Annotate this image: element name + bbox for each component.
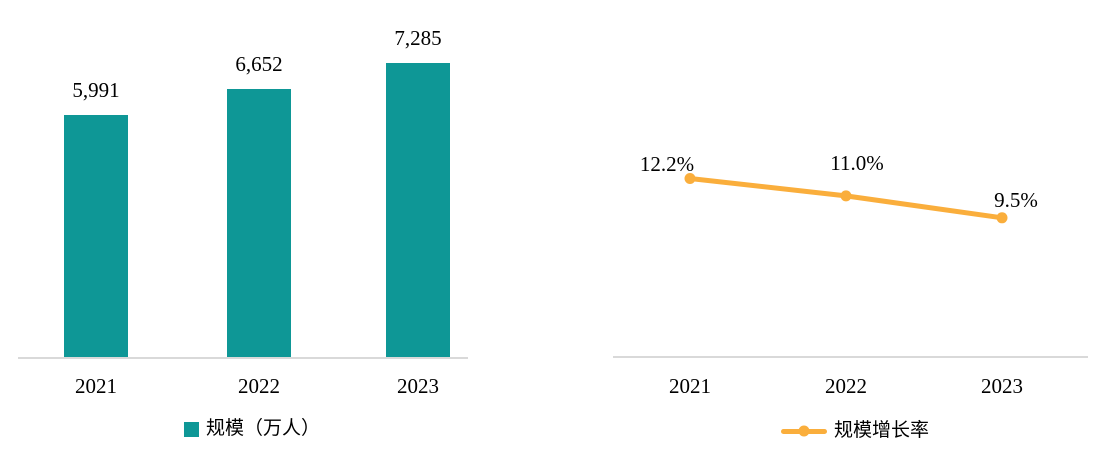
x-axis-label-2023: 2023 xyxy=(981,374,1023,398)
line-value-label: 9.5% xyxy=(994,187,1038,212)
bar-chart-legend: 规模（万人） xyxy=(183,417,321,441)
bar-value-label: 6,652 xyxy=(235,52,283,76)
line-value-label: 12.2% xyxy=(639,152,695,177)
bar-chart-scale: 5,991 6,652 7,285 2021 2022 2023 规模（万人） xyxy=(18,26,468,441)
data-point-marker-2021 xyxy=(684,173,696,184)
bar-value-label: 7,285 xyxy=(394,26,442,50)
line-chart-series xyxy=(684,173,1008,224)
data-point-marker-2023 xyxy=(996,212,1008,224)
legend-line-marker-icon xyxy=(780,425,827,437)
data-point-marker-2022 xyxy=(840,190,852,202)
x-axis-label-2021: 2021 xyxy=(669,374,711,398)
x-axis-label-2022: 2022 xyxy=(238,374,280,398)
line-chart-x-axis-line xyxy=(613,356,1088,358)
line-chart-legend: 规模增长率 xyxy=(780,419,930,443)
legend-square-swatch-icon xyxy=(183,421,199,437)
line-chart-growth-rate: 12.2% 11.0% 9.5% 2021 2022 2023 规模增长率 xyxy=(557,0,1114,465)
bar-2023 xyxy=(386,63,450,358)
bar-2021 xyxy=(64,115,128,358)
bar-2022 xyxy=(227,89,291,358)
bar-value-label: 5,991 xyxy=(72,78,120,102)
x-axis-label-2021: 2021 xyxy=(75,374,117,398)
x-axis-label-2023: 2023 xyxy=(397,374,439,398)
x-axis-label-2022: 2022 xyxy=(825,374,867,398)
line-chart-legend-label: 规模增长率 xyxy=(833,420,930,441)
legend-dot-icon xyxy=(798,425,810,437)
line-value-label: 11.0% xyxy=(830,150,884,175)
bar-chart-x-axis-line xyxy=(18,357,468,359)
bar-chart-legend-label: 规模（万人） xyxy=(205,418,321,439)
